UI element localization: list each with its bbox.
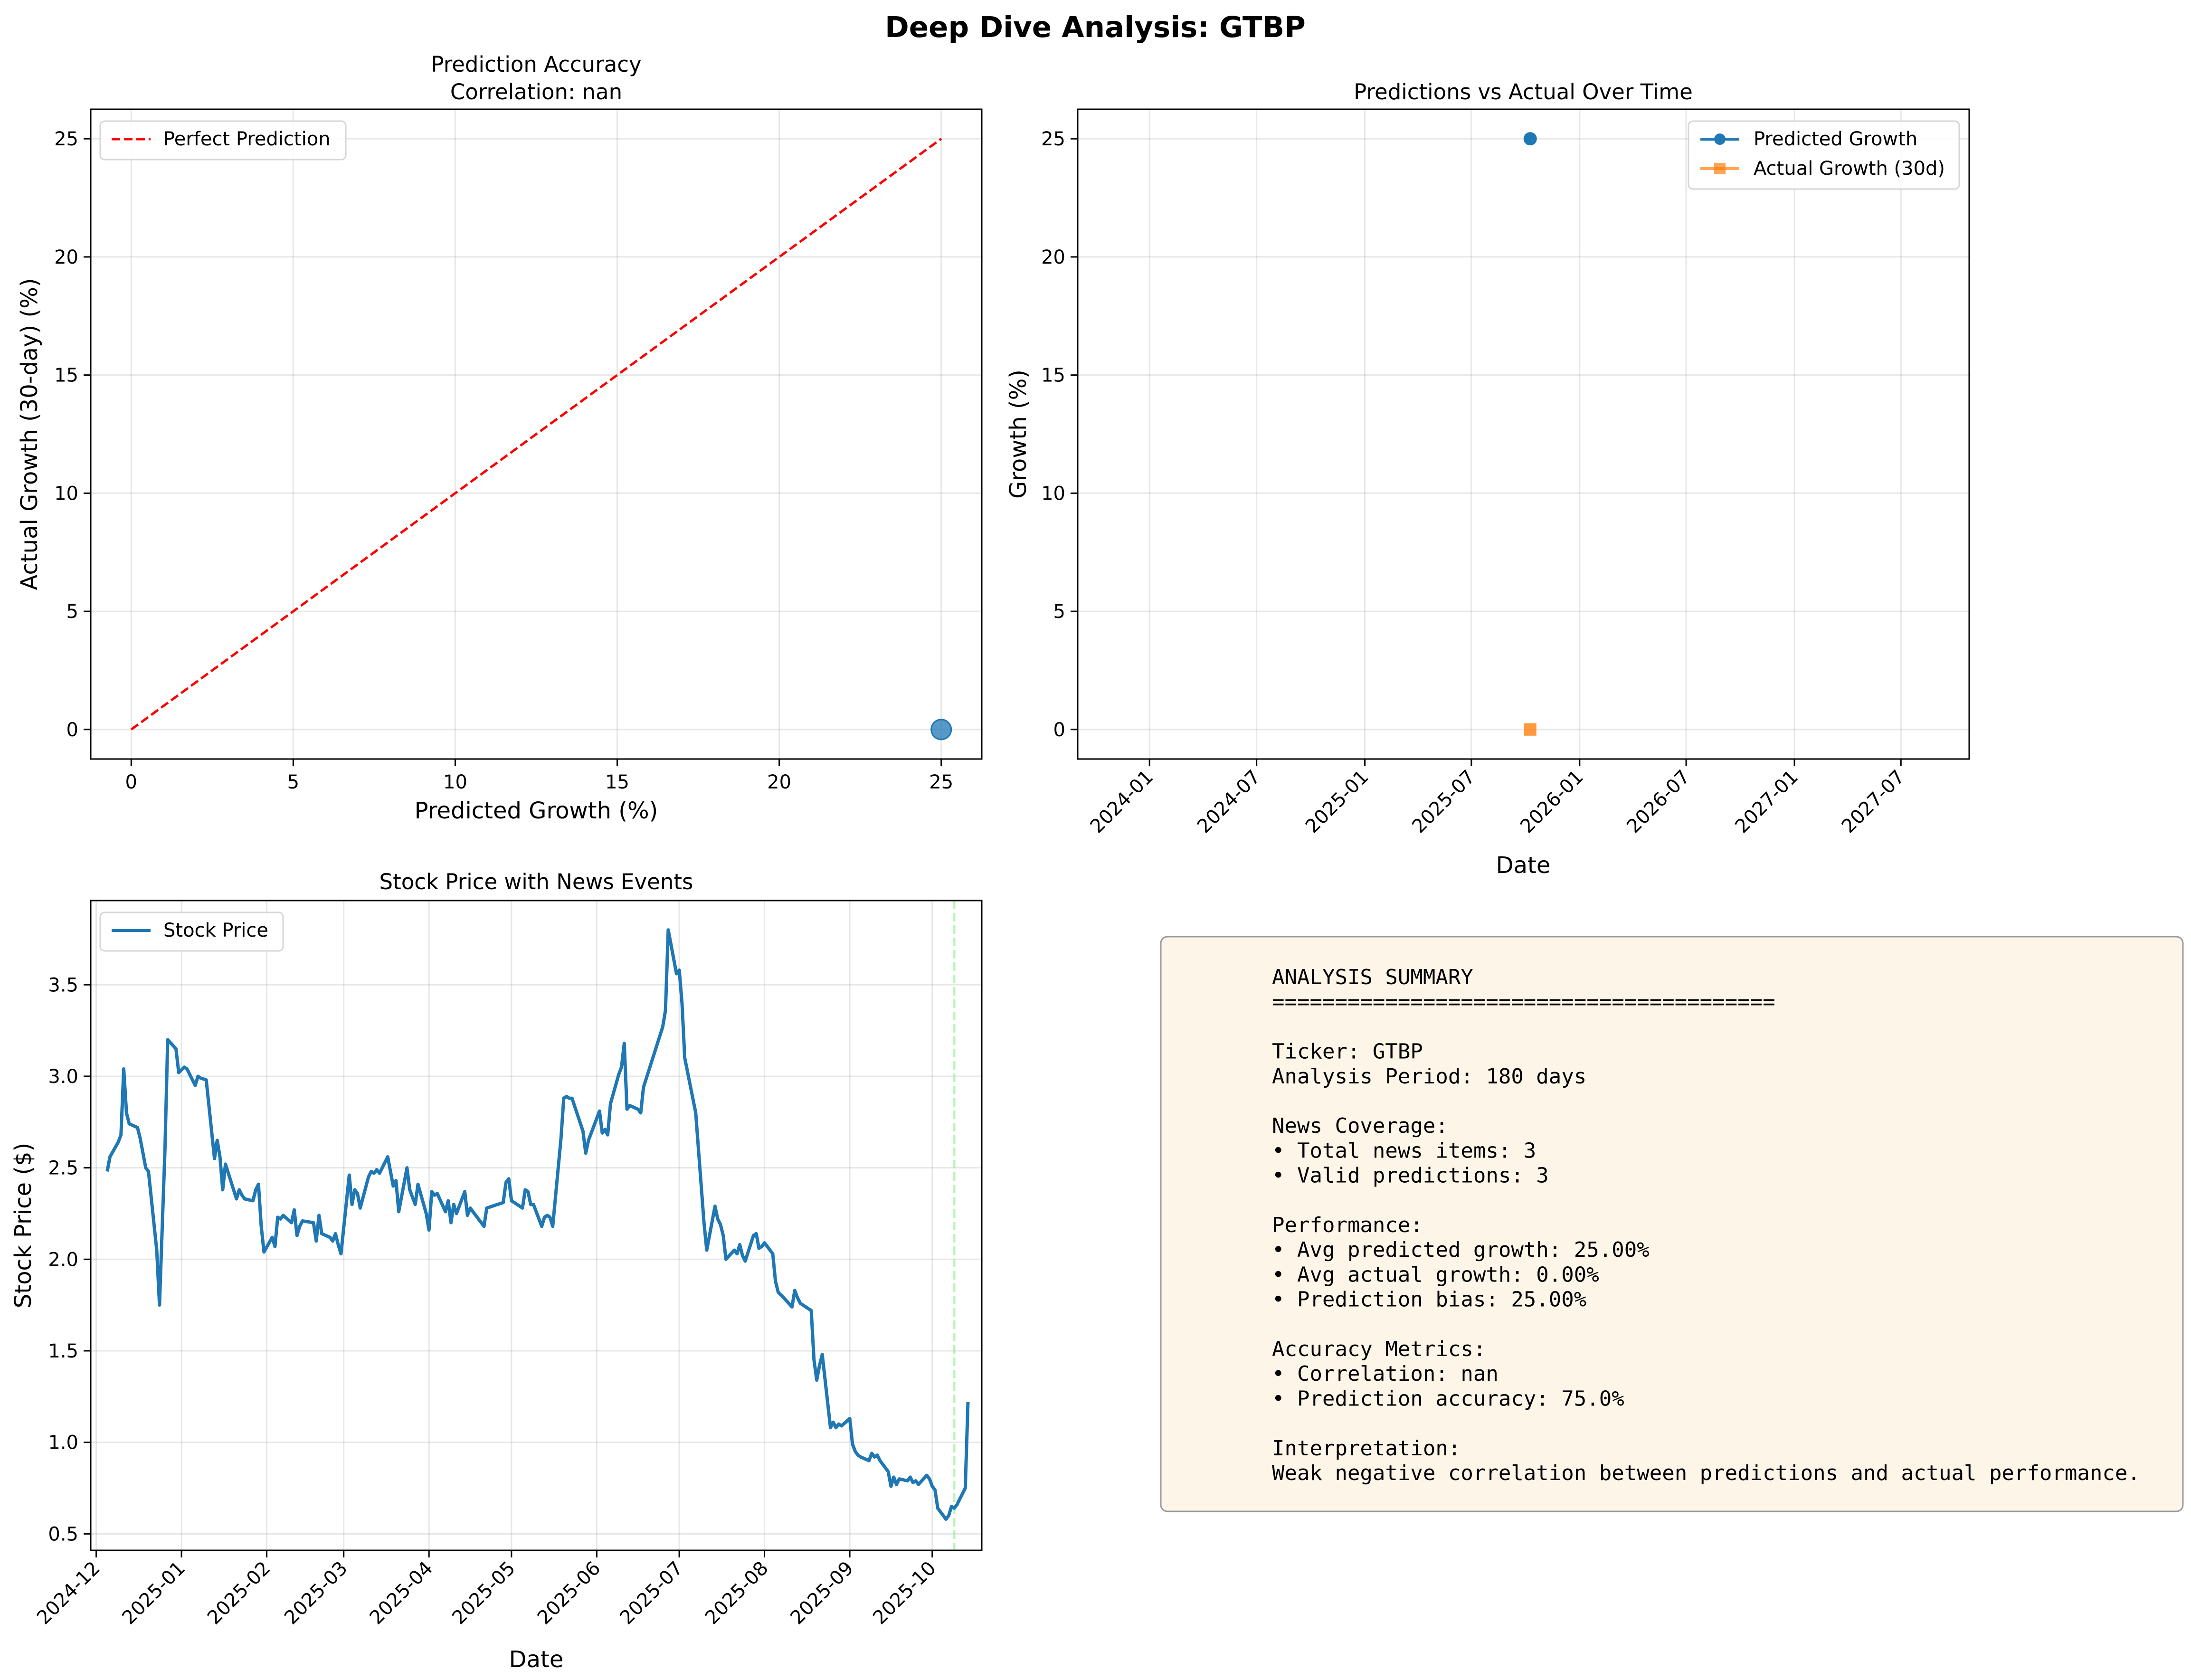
- summary-line: Performance:: [1272, 1213, 1423, 1237]
- y-tick-label: 10: [1041, 483, 1065, 504]
- y-tick-label: 10: [54, 483, 78, 504]
- summary-line: • Prediction bias: 25.00%: [1272, 1288, 1586, 1312]
- x-tick-label: 5: [287, 771, 299, 793]
- y-tick-label: 5: [66, 601, 78, 623]
- legend-square-marker: [1714, 163, 1726, 174]
- y-tick-label: 20: [54, 247, 78, 268]
- y-tick-label: 2.5: [48, 1158, 78, 1179]
- timeline-legend: Predicted Growth Actual Growth (30d): [1688, 120, 1960, 190]
- accuracy-title-line2: Correlation: nan: [450, 79, 622, 104]
- accuracy-plot-frame: [90, 108, 983, 760]
- price-ylabel: Stock Price ($): [10, 1143, 37, 1308]
- prediction-point: [930, 719, 952, 740]
- summary-line: • Avg actual growth: 0.00%: [1272, 1262, 1599, 1287]
- accuracy-xlabel: Predicted Growth (%): [415, 797, 658, 824]
- y-tick-label: 0.5: [48, 1523, 78, 1545]
- stock-price-line: [105, 928, 970, 1521]
- timeline-plot-frame: [1077, 108, 1970, 760]
- x-tick-label: 25: [929, 771, 953, 793]
- summary-line: Interpretation:: [1272, 1436, 1461, 1461]
- legend-perfect-prediction: Perfect Prediction: [163, 128, 331, 150]
- summary-line: Accuracy Metrics:: [1272, 1337, 1486, 1361]
- summary-line: • Total news items: 3: [1272, 1139, 1536, 1163]
- y-tick-label: 1.5: [48, 1340, 78, 1362]
- predicted-growth-point: [1523, 132, 1537, 146]
- x-tick-label: 15: [605, 771, 629, 793]
- accuracy-ylabel: Actual Growth (30-day) (%): [16, 278, 43, 590]
- summary-line: Weak negative correlation between predic…: [1272, 1461, 2140, 1485]
- y-tick-label: 0: [1053, 719, 1065, 741]
- y-tick-label: 5: [1053, 601, 1065, 623]
- price-xlabel: Date: [509, 1646, 564, 1673]
- summary-line: • Correlation: nan: [1272, 1362, 1499, 1386]
- y-tick-label: 3.0: [48, 1066, 78, 1088]
- price-legend: Stock Price: [99, 911, 284, 952]
- y-tick-label: 20: [1041, 247, 1065, 268]
- price-title: Stock Price with News Events: [379, 869, 693, 894]
- accuracy-title-line1: Prediction Accuracy: [431, 52, 641, 77]
- summary-line: News Coverage:: [1272, 1114, 1448, 1138]
- y-tick-label: 3.5: [48, 974, 78, 996]
- legend-stock-price: Stock Price: [163, 920, 268, 941]
- timeline-ylabel: Growth (%): [1005, 370, 1032, 499]
- timeline-xlabel: Date: [1496, 852, 1551, 879]
- y-tick-label: 25: [1041, 128, 1065, 150]
- summary-line: ========================================: [1272, 990, 1775, 1014]
- y-tick-label: 15: [1041, 365, 1065, 387]
- price-plot-frame: [90, 900, 983, 1551]
- summary-line: • Avg predicted growth: 25.00%: [1272, 1238, 1650, 1262]
- legend-predicted-growth: Predicted Growth: [1754, 128, 1917, 150]
- y-tick-label: 0: [66, 719, 78, 741]
- figure-title: Deep Dive Analysis: GTBP: [885, 10, 1306, 44]
- y-tick-label: 15: [54, 365, 78, 387]
- y-tick-label: 1.0: [48, 1432, 78, 1454]
- prediction-accuracy-panel: Prediction Accuracy Correlation: nan 0 5 1…: [16, 52, 983, 824]
- perfect-prediction-line: [130, 138, 942, 731]
- legend-circle-marker: [1714, 133, 1726, 145]
- x-tick-label: 0: [125, 771, 137, 793]
- summary-line: • Prediction accuracy: 75.0%: [1272, 1386, 1624, 1411]
- summary-line: • Valid predictions: 3: [1272, 1164, 1549, 1188]
- x-tick-label: 10: [443, 771, 467, 793]
- summary-line: ANALYSIS SUMMARY: [1272, 965, 1473, 989]
- accuracy-legend: Perfect Prediction: [99, 120, 347, 161]
- y-tick-label: 25: [54, 128, 78, 150]
- summary-line: Ticker: GTBP: [1272, 1040, 1423, 1064]
- legend-actual-growth: Actual Growth (30d): [1754, 158, 1945, 180]
- timeline-title: Predictions vs Actual Over Time: [1354, 79, 1693, 104]
- analysis-summary-box: ANALYSIS SUMMARY========================…: [1160, 936, 2184, 1512]
- x-tick-label: 20: [767, 771, 791, 793]
- actual-growth-point: [1524, 723, 1537, 736]
- y-tick-label: 2.0: [48, 1249, 78, 1271]
- summary-line: Analysis Period: 180 days: [1272, 1064, 1586, 1089]
